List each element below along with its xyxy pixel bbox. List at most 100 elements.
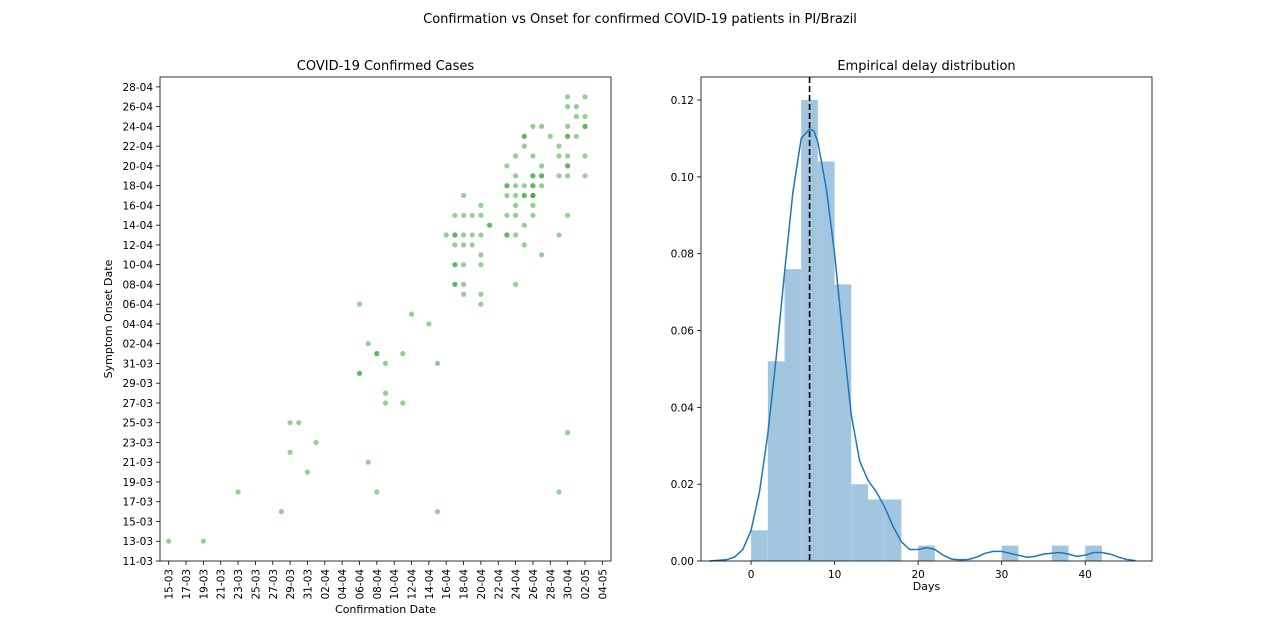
y-tick-label: 25-03: [122, 418, 153, 430]
x-tick-label: 12-04: [407, 569, 419, 600]
scatter-point: [582, 123, 588, 129]
scatter-point: [452, 281, 458, 287]
y-tick-label: 19-03: [122, 477, 153, 489]
histogram-bar: [767, 361, 785, 561]
x-tick-label: 28-04: [545, 569, 557, 600]
scatter-point: [478, 212, 484, 218]
scatter-point: [478, 262, 484, 268]
scatter-point: [539, 173, 545, 179]
x-tick-label: 10-04: [389, 569, 401, 600]
x-tick-label: 24-04: [511, 569, 523, 600]
scatter-point: [513, 202, 519, 208]
scatter-point: [504, 192, 510, 199]
scatter-point: [582, 94, 588, 100]
scatter-point: [513, 212, 519, 218]
scatter-point: [565, 430, 571, 436]
scatter-point: [539, 183, 545, 189]
histogram-bar: [884, 499, 902, 561]
y-tick-label: 16-04: [122, 200, 153, 212]
scatter-point: [461, 291, 467, 297]
y-tick-label: 20-04: [122, 161, 153, 173]
y-tick-label: 04-04: [122, 319, 153, 331]
scatter-point: [565, 123, 571, 129]
scatter-point: [434, 509, 441, 515]
scatter-point: [582, 113, 588, 120]
scatter-point: [573, 113, 579, 120]
y-tick-label: 0.10: [671, 172, 694, 184]
scatter-point: [478, 202, 484, 208]
scatter-point: [461, 281, 467, 287]
y-tick-label: 15-03: [122, 516, 153, 528]
scatter-point: [356, 301, 363, 307]
scatter-point: [452, 232, 458, 238]
scatter-points: [166, 94, 588, 544]
scatter-axes: COVID-19 Confirmed Cases 15-03 17-03 19-03…: [102, 59, 612, 616]
y-tick-label: 0.06: [671, 326, 695, 338]
y-tick-label: 28-04: [122, 82, 153, 94]
y-tick-label: 22-04: [122, 141, 153, 153]
x-tick-label: 08-04: [372, 569, 384, 600]
scatter-point: [469, 242, 475, 248]
scatter-point: [530, 202, 536, 208]
y-tick-label: 10-04: [122, 260, 153, 272]
scatter-point: [452, 262, 458, 268]
scatter-point: [530, 183, 536, 189]
y-tick-label: 08-04: [122, 279, 153, 291]
scatter-point: [166, 538, 172, 544]
x-tick-label: 0: [748, 569, 755, 581]
scatter-point: [556, 232, 562, 238]
scatter-point: [382, 360, 389, 366]
scatter-point: [513, 192, 519, 199]
scatter-point: [513, 232, 519, 238]
scatter-point: [530, 173, 536, 179]
scatter-point: [400, 351, 406, 357]
scatter-point: [452, 212, 458, 218]
y-tick-label: 13-03: [122, 536, 153, 548]
y-tick-label: 27-03: [122, 398, 153, 410]
scatter-point: [426, 321, 432, 327]
scatter-title: COVID-19 Confirmed Cases: [297, 59, 475, 74]
scatter-point: [374, 489, 380, 495]
scatter-point: [296, 420, 302, 426]
y-tick-label: 0.08: [671, 249, 694, 261]
histogram-y-ticks: 0.00 0.02 0.04 0.06 0.08 0.10 0.12: [671, 95, 701, 568]
scatter-point: [521, 222, 527, 228]
histogram-bar: [851, 484, 868, 561]
scatter-point: [452, 242, 458, 248]
scatter-x-ticks: 15-03 17-03 19-03 21-03 23-03 25-03 27-03 29-03…: [164, 561, 609, 600]
scatter-point: [434, 360, 441, 366]
x-tick-label: 29-03: [285, 569, 297, 600]
x-tick-label: 40: [1078, 569, 1091, 581]
scatter-point: [504, 232, 510, 238]
scatter-point: [521, 143, 527, 149]
scatter-point: [530, 153, 536, 159]
histogram-bar: [784, 269, 802, 561]
scatter-point: [287, 420, 293, 426]
x-tick-label: 27-03: [268, 569, 280, 600]
scatter-point: [278, 509, 284, 515]
scatter-point: [400, 400, 406, 406]
scatter-point: [513, 183, 519, 189]
y-tick-label: 29-03: [122, 378, 153, 390]
y-tick-label: 0.12: [671, 95, 694, 107]
scatter-point: [530, 192, 536, 199]
x-tick-label: 15-03: [164, 569, 176, 600]
scatter-x-label: Confirmation Date: [335, 603, 436, 616]
scatter-point: [547, 133, 553, 139]
x-tick-label: 04-04: [337, 569, 349, 600]
histogram-bar: [834, 284, 852, 561]
scatter-y-ticks: 11-03 13-03 15-03 17-03 19-03 21-03 23-03 25-03…: [122, 82, 160, 568]
figure-title: Confirmation vs Onset for confirmed COVI…: [423, 12, 857, 27]
y-tick-label: 0.04: [671, 402, 695, 414]
scatter-point: [504, 183, 510, 189]
scatter-point: [461, 262, 467, 268]
scatter-point: [565, 153, 571, 159]
x-tick-label: 18-04: [459, 569, 471, 600]
scatter-point: [556, 153, 562, 159]
x-tick-label: 02-05: [580, 569, 592, 600]
scatter-point: [556, 489, 562, 495]
scatter-point: [461, 212, 467, 218]
x-tick-label: 31-03: [302, 569, 314, 600]
y-tick-label: 21-03: [122, 457, 153, 469]
scatter-point: [461, 192, 467, 199]
